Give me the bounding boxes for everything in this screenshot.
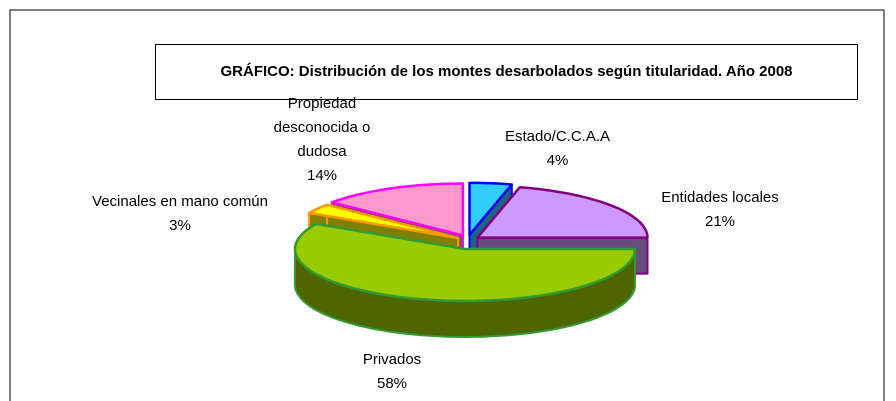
category-label: Entidades locales	[661, 189, 779, 206]
category-label: Privados	[362, 351, 422, 368]
value-label: 4%	[546, 152, 569, 169]
value-label: 58%	[376, 375, 408, 392]
value-label: 14%	[306, 167, 338, 184]
slice	[476, 185, 649, 239]
slice	[307, 203, 460, 240]
chart-title: GRÁFICO: Distribución de los montes desa…	[155, 44, 858, 100]
category-label: Vecinales en mano común	[92, 193, 268, 210]
slice	[330, 182, 465, 237]
chart-frame	[9, 9, 885, 401]
value-label: 21%	[704, 213, 736, 230]
slice	[293, 222, 637, 303]
category-label: Estado/C.C.A.A	[504, 128, 611, 145]
slice	[468, 181, 514, 237]
category-label: Propiedad desconocida o dudosa	[273, 95, 371, 160]
value-label: 3%	[169, 217, 191, 234]
